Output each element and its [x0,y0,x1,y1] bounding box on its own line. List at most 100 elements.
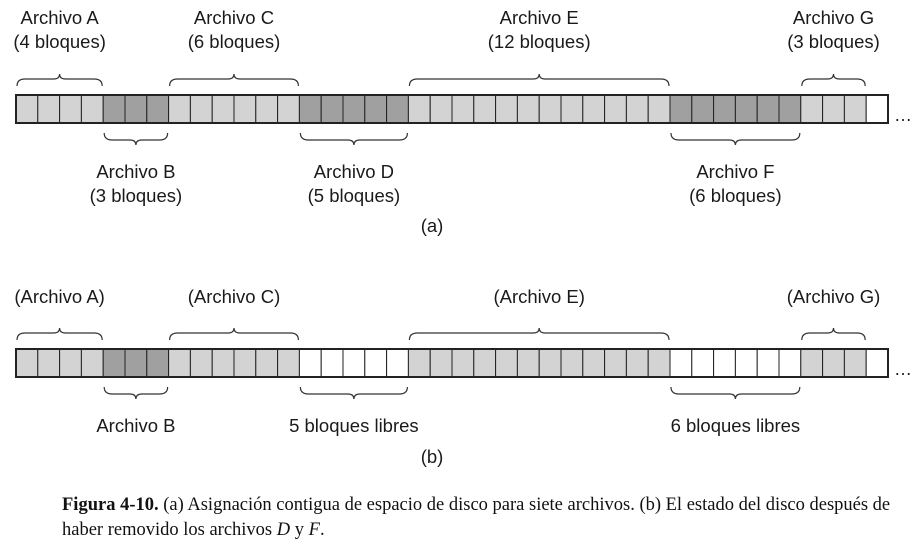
disk-block-light [37,348,61,378]
disk-block-dark [342,94,366,124]
caption-file-d: D [276,520,291,540]
brace-c [169,73,299,87]
file-label-b: Archivo B [96,415,175,436]
disk-block-light [15,94,39,124]
file-size-e: (12 bloques) [488,31,591,52]
file-size-c: (6 bloques) [188,31,281,52]
file-label-f: Archivo F [696,161,774,182]
brace-a [16,327,103,341]
caption-end: . [319,520,325,540]
disk-block-light [407,348,431,378]
disk-block-light [560,94,584,124]
disk-block-light [189,94,213,124]
disk-block-light [15,348,39,378]
brace-b [103,386,169,400]
disk-block-light [647,94,671,124]
disk-block-free [756,348,780,378]
disk-block-free [691,348,715,378]
figure-caption: Figura 4-10. (a) Asignación contigua de … [62,493,902,543]
file-label-a: Archivo A [21,7,100,28]
file-label-g: Archivo G [793,7,874,28]
brace-f [670,386,801,400]
disk-block-light [233,94,257,124]
sublabel-a: (a) [421,215,444,236]
disk-block-light [495,348,518,378]
brace-f [670,132,801,146]
disk-block-dark [146,348,170,378]
disk-block-free [364,348,388,378]
disk-block-light [843,94,867,124]
caption-text: (a) Asignación contigua de espacio de di… [62,495,891,540]
disk-block-free [669,348,693,378]
disk-block-light [800,94,824,124]
disk-block-dark [102,94,126,124]
file-label-e: Archivo E [500,7,579,28]
file-size-f: (6 bloques) [689,185,782,206]
disk-block-dark [386,94,409,124]
disk-block-light [451,94,475,124]
disk-block-light [211,94,235,124]
file-size-a: (4 bloques) [13,31,106,52]
disk-block-light [843,348,867,378]
disk-block-light [59,94,82,124]
disk-block-light [516,94,540,124]
disk-block-free [865,348,889,378]
disk-block-light [407,94,431,124]
brace-e [408,73,670,87]
diagram-b-after-removal: … (Archivo A) Archivo B (Archivo C) 5 bloque… [14,286,912,467]
disk-block-light [473,348,497,378]
disk-block-dark [124,348,148,378]
brace-d [299,132,408,146]
disk-block-dark [778,94,802,124]
disk-block-light [604,94,627,124]
disk-block-dark [713,94,736,124]
disk-block-light [168,94,191,124]
brace-e [408,327,670,341]
disk-block-free [865,94,889,124]
caption-y: y [290,520,309,540]
disk-block-light [625,348,649,378]
ellipsis: … [894,359,912,379]
disk-block-light [800,348,824,378]
brace-a [16,73,103,87]
disk-block-light [37,94,61,124]
disk-block-dark [146,94,170,124]
file-label-d: Archivo D [314,161,394,182]
disk-block-light [255,348,279,378]
file-size-d: (5 bloques) [308,185,401,206]
ellipsis: … [894,105,912,125]
disk-block-light [538,348,562,378]
disk-block-dark [320,94,344,124]
disk-block-light [538,94,562,124]
disk-block-dark [669,94,693,124]
disk-block-light [211,348,235,378]
diagram-a-contiguous-allocation: … Archivo A (4 bloques) Archivo B (3 bloques… [13,7,912,236]
brace-b [103,132,169,146]
file-label-f: 6 bloques libres [671,415,801,436]
disk-block-dark [298,94,322,124]
file-size-g: (3 bloques) [787,31,880,52]
disk-block-free [320,348,344,378]
disk-block-light [429,348,453,378]
file-label-c: Archivo C [194,7,274,28]
disk-block-light [516,348,540,378]
disk-block-light [495,94,518,124]
disk-block-dark [364,94,388,124]
disk-block-light [168,348,191,378]
disk-block-light [233,348,257,378]
brace-d [299,386,408,400]
disk-block-light [604,348,627,378]
disk-block-light [59,348,82,378]
file-label-c: (Archivo C) [188,286,281,307]
file-label-b: Archivo B [96,161,175,182]
brace-g [801,327,866,341]
disk-block-light [582,94,606,124]
disk-block-light [451,348,475,378]
disk-block-light [189,348,213,378]
disk-block-dark [734,94,758,124]
disk-block-light [255,94,279,124]
disk-block-dark [756,94,780,124]
disk-block-light [560,348,584,378]
disk-block-free [386,348,409,378]
disk-block-light [429,94,453,124]
